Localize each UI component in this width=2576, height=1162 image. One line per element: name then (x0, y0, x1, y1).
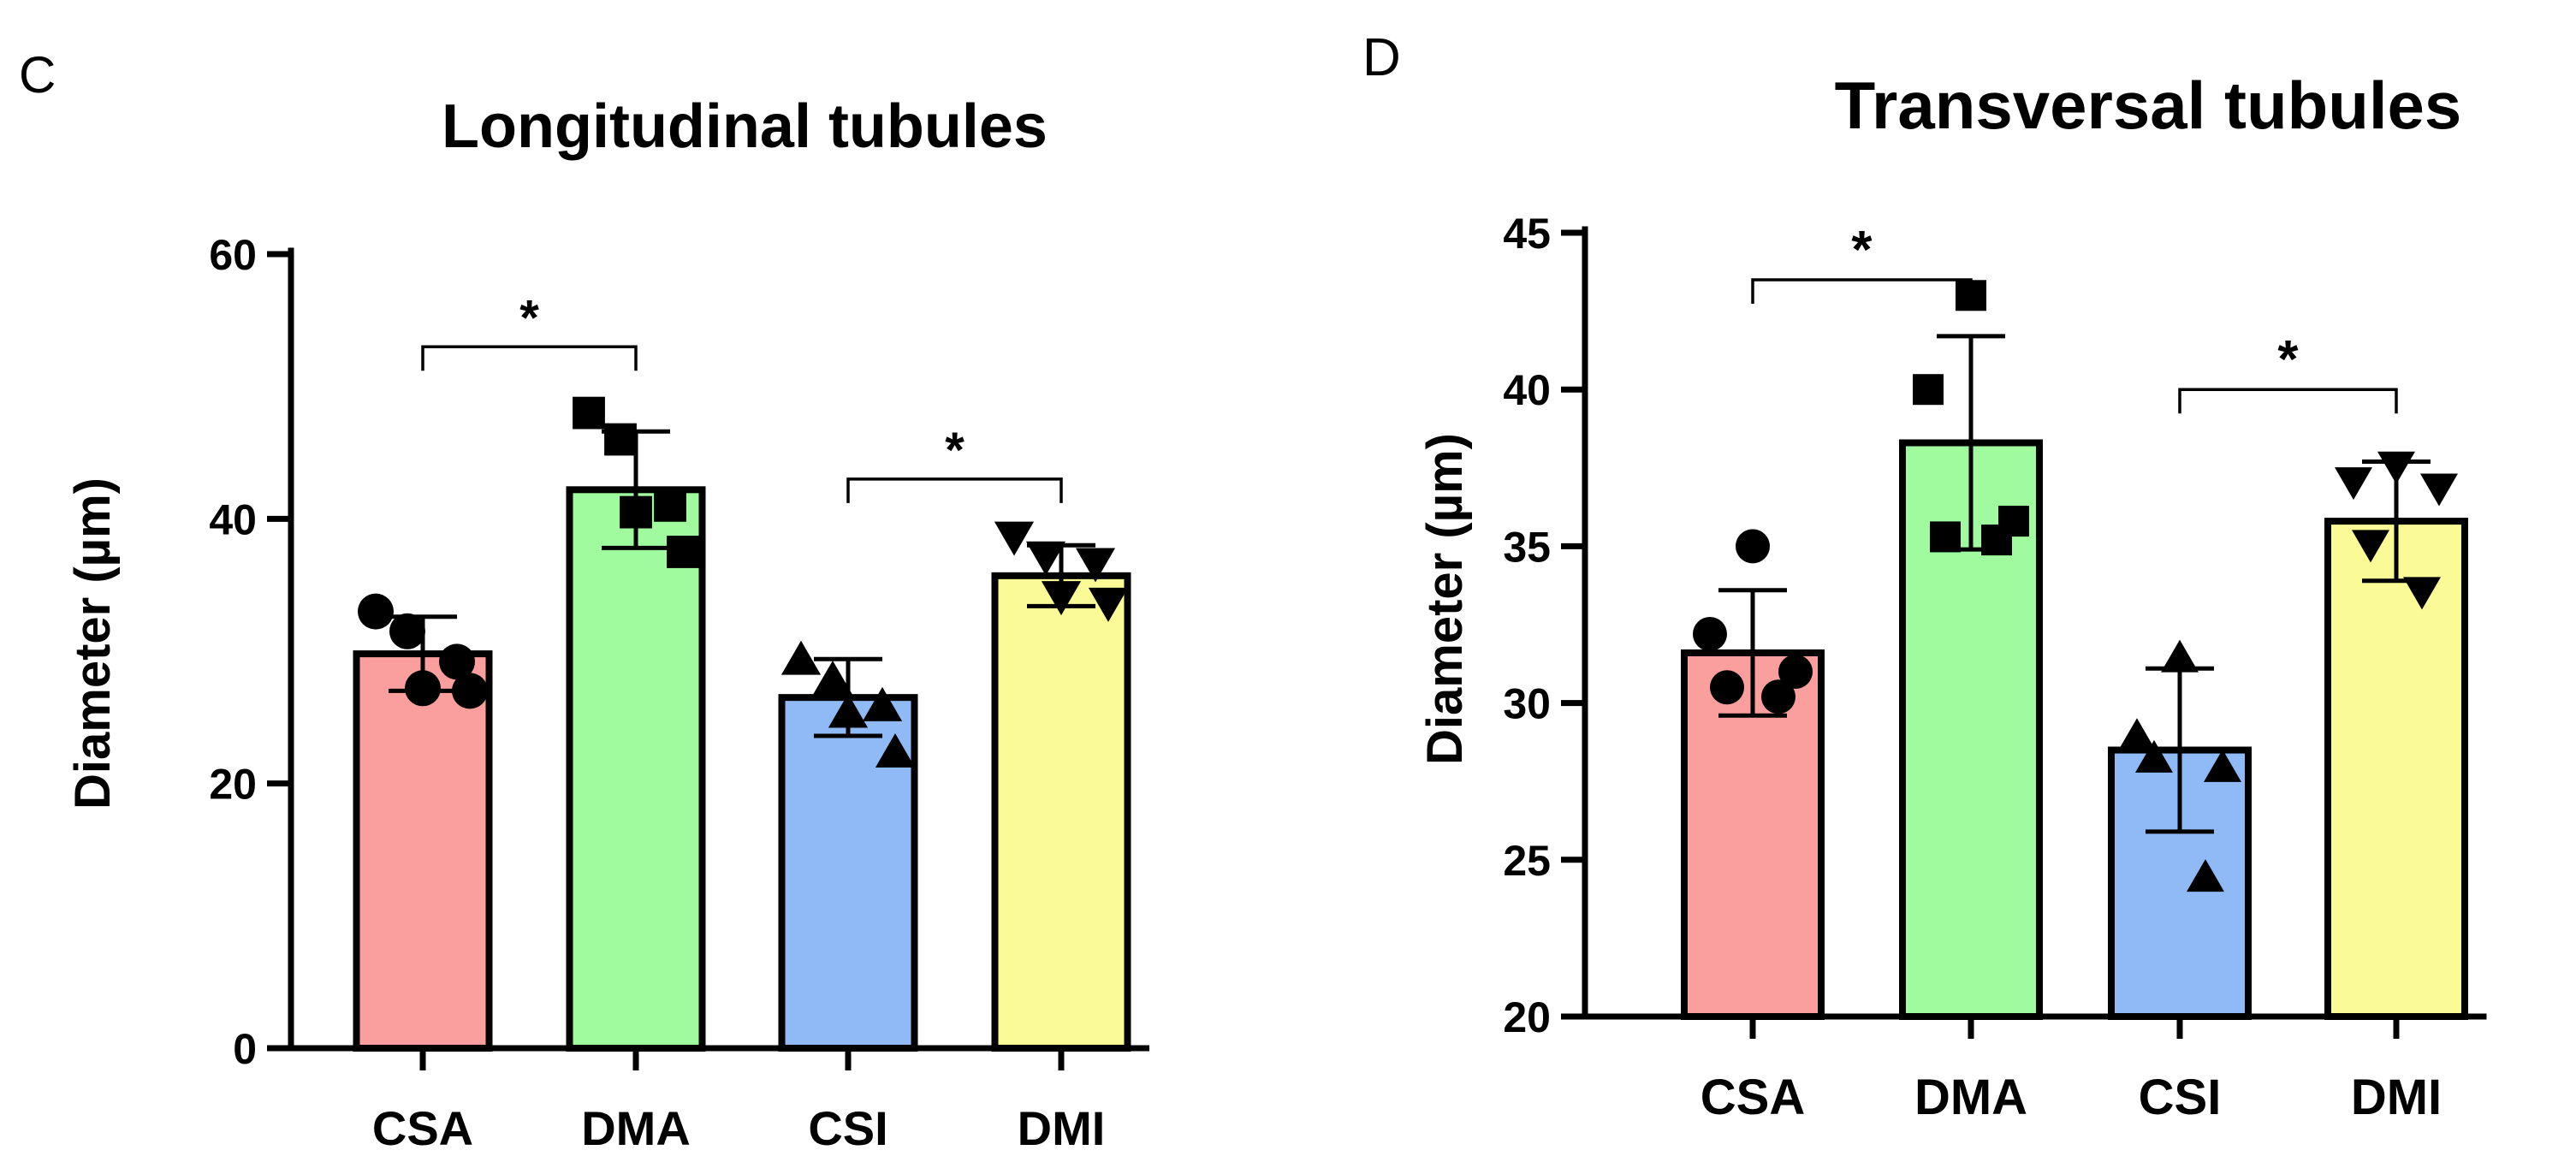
bars (353, 486, 1131, 1052)
y-tick-label: 20 (1503, 993, 1551, 1041)
point-dma (573, 396, 605, 430)
point-csi (781, 640, 822, 675)
point-dmi (994, 521, 1035, 556)
bar-dmi (991, 572, 1131, 1052)
y-tick-label: 40 (1503, 366, 1551, 414)
point-dmi (2377, 451, 2415, 484)
x-tick-label-dmi: DMI (2351, 1070, 2442, 1125)
x-tick-label-csa: CSA (1701, 1070, 1805, 1125)
y-tick-label: 20 (209, 761, 257, 809)
panel-letter: C (19, 46, 56, 104)
y-tick-label: 25 (1503, 837, 1551, 885)
y-ticks: 20 25 30 35 40 45 (1503, 210, 1585, 1041)
x-ticks: CSA DMA CSI DMI (1701, 1017, 2442, 1125)
significance-bracket (421, 345, 638, 371)
x-tick-label-dmi: DMI (1018, 1101, 1106, 1155)
x-tick-label-dma: DMA (1914, 1070, 2027, 1125)
significance-star: * (1851, 221, 1873, 280)
x-tick-label-csi: CSI (808, 1101, 887, 1155)
panel-letter: D (1362, 28, 1401, 87)
significance-star: * (2277, 330, 2299, 389)
y-tick-label: 45 (1503, 210, 1551, 258)
point-csa (1693, 616, 1727, 651)
error-bar-csa (1718, 588, 1787, 718)
point-csa (452, 673, 488, 709)
point-dmi (1075, 548, 1116, 583)
point-csa (405, 670, 441, 707)
significance: ** (1751, 221, 2398, 414)
significance-star: * (945, 423, 965, 478)
x-tick-label-csa: CSA (372, 1101, 473, 1155)
significance: ** (421, 290, 1063, 503)
point-csi (2204, 749, 2241, 782)
point-csi (828, 693, 869, 728)
y-tick-label: 60 (209, 231, 257, 279)
point-csi (862, 686, 903, 721)
point-csi (2187, 859, 2224, 892)
point-csi (812, 660, 853, 695)
y-tick-label: 40 (209, 495, 257, 543)
x-ticks: CSA DMA CSI DMI (372, 1048, 1105, 1155)
transversal-tubules-chart: D Transversal tubules Diameter (µm) 20 25 30 3… (1362, 28, 2487, 1125)
point-csa (1778, 654, 1813, 689)
point-csi (2161, 639, 2199, 673)
x-tick-label-csi: CSI (2139, 1070, 2222, 1125)
point-dmi (2352, 530, 2389, 563)
significance-bracket (846, 477, 1063, 503)
significance-bracket (2178, 388, 2398, 414)
bar-dma (566, 486, 706, 1052)
point-csi (2135, 739, 2173, 773)
panel-c-longitudinal: C Longitudinal tubules Diameter (µm) 0 20 40 6… (19, 46, 1149, 1155)
point-dma (1981, 525, 2012, 556)
point-csa (389, 613, 425, 649)
bars (1681, 439, 2468, 1020)
point-dmi (1025, 541, 1066, 576)
bar-csa (353, 650, 493, 1052)
point-dma (604, 423, 637, 456)
point-dma (1930, 521, 1961, 553)
point-csi (875, 733, 916, 768)
data-points (358, 396, 1129, 768)
point-dmi (2420, 473, 2458, 507)
point-dmi (2403, 577, 2441, 610)
point-dma (620, 495, 652, 529)
chart-title: Longitudinal tubules (442, 92, 1048, 161)
point-dmi (1041, 581, 1082, 616)
chart-title: Transversal tubules (1835, 68, 2462, 143)
point-csa (358, 593, 394, 630)
error-bars (1718, 334, 2431, 834)
y-tick-label: 30 (1503, 680, 1551, 728)
data-points (1693, 280, 2458, 892)
x-tick-label-dma: DMA (581, 1101, 691, 1155)
point-csa (439, 643, 475, 680)
significance-bracket (1751, 278, 1973, 304)
error-bars (389, 429, 1095, 738)
y-ticks: 0 20 40 60 (209, 231, 291, 1073)
point-dma (1913, 374, 1944, 406)
y-axis-label: Diameter (µm) (65, 477, 121, 809)
point-dmi (1088, 587, 1129, 622)
bar-dmi (2324, 518, 2468, 1020)
longitudinal-tubules-chart: C Longitudinal tubules Diameter (µm) 0 20 40 6… (19, 46, 1149, 1155)
point-dma (667, 536, 699, 568)
point-dma (654, 489, 686, 522)
point-csi (2118, 718, 2156, 751)
point-csa (1761, 679, 1795, 714)
y-tick-label: 0 (233, 1025, 257, 1073)
y-tick-label: 35 (1503, 523, 1551, 571)
point-csa (1710, 670, 1744, 705)
y-axis-label: Diameter (µm) (1417, 433, 1473, 765)
panel-d-transversal: D Transversal tubules Diameter (µm) 20 25 30 3… (1292, 0, 2576, 1162)
point-csa (1736, 529, 1770, 564)
significance-star: * (519, 290, 539, 346)
point-dmi (2335, 467, 2372, 501)
